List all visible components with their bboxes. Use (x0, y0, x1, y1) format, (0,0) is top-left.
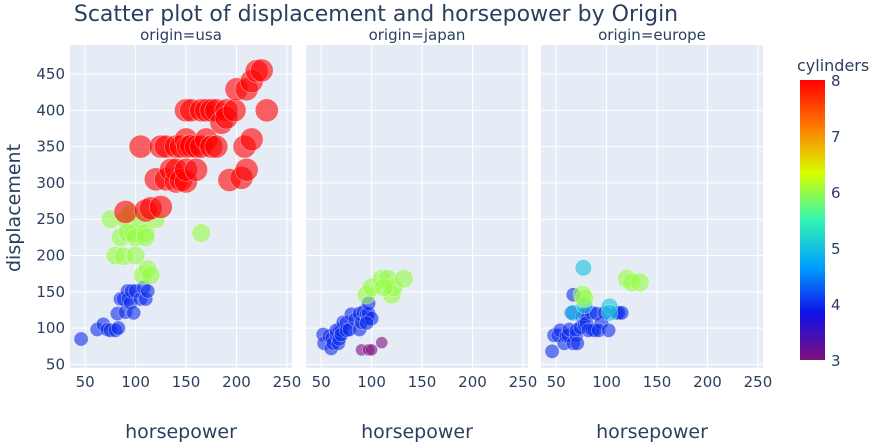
x-tick-label: 250 (273, 373, 302, 391)
scatter-point[interactable] (222, 98, 247, 123)
scatter-point[interactable] (191, 223, 211, 243)
y-tick-label: 150 (36, 283, 65, 301)
scatter-point[interactable] (73, 331, 89, 347)
x-axis-title: horsepower (596, 421, 708, 443)
x-tick-label: 50 (76, 373, 95, 391)
scatter-point[interactable] (111, 320, 126, 336)
colorbar: cylinders 3 4 5 6 7 8 (797, 56, 869, 370)
scatter-point[interactable] (136, 227, 156, 247)
y-tick-label: 450 (36, 65, 65, 83)
scatter-point[interactable] (365, 343, 378, 357)
y-axis-title: displacement (3, 144, 25, 272)
facet-panel: 50 100 150 200 250 50 100 150 200 250 300 350 400 450… (36, 26, 301, 443)
x-tick-label: 100 (121, 373, 150, 391)
colorbar-tick-label: 8 (831, 72, 841, 90)
scatter-point[interactable] (574, 259, 592, 277)
y-tick-label: 300 (36, 174, 65, 192)
scatter-point[interactable] (375, 336, 389, 349)
scatter-point[interactable] (601, 304, 619, 322)
y-tick-label: 50 (46, 355, 65, 373)
x-tick-label: 100 (592, 373, 621, 391)
x-tick-label: 150 (408, 373, 437, 391)
scatter-point[interactable] (140, 283, 156, 299)
facet-label: origin=usa (140, 26, 222, 44)
scatter-point[interactable] (149, 195, 173, 219)
scatter-point[interactable] (374, 277, 394, 298)
colorbar-title: cylinders (797, 56, 869, 75)
x-axis-title: horsepower (125, 421, 237, 443)
scatter-point[interactable] (204, 134, 229, 159)
scatter-point[interactable] (113, 200, 138, 224)
y-tick-label: 100 (36, 319, 65, 337)
x-tick-label: 200 (458, 373, 487, 391)
colorbar-gradient (800, 80, 825, 360)
x-tick-label: 150 (643, 373, 672, 391)
scatter-point[interactable] (126, 245, 146, 266)
x-tick-label: 200 (693, 373, 722, 391)
chart-title: Scatter plot of displacement and horsepo… (74, 2, 678, 27)
plot-area (306, 45, 528, 368)
x-tick-label: 250 (509, 373, 538, 391)
scatter-point[interactable] (234, 158, 259, 182)
facet-label: origin=europe (598, 26, 706, 44)
colorbar-tick-label: 4 (831, 296, 841, 314)
scatter-points (73, 58, 279, 347)
scatter-point[interactable] (359, 315, 374, 331)
x-tick-label: 150 (172, 373, 201, 391)
colorbar-tick-label: 7 (831, 128, 841, 146)
scatter-point[interactable] (184, 158, 208, 182)
scatter-point[interactable] (249, 58, 274, 83)
scatter-point[interactable] (239, 127, 264, 152)
scatter-point[interactable] (394, 269, 414, 289)
x-tick-label: 50 (312, 373, 331, 391)
scatter-point[interactable] (601, 322, 616, 338)
plot-area (70, 45, 292, 368)
x-tick-label: 200 (222, 373, 251, 391)
x-tick-label: 50 (547, 373, 566, 391)
colorbar-tick-label: 3 (831, 352, 841, 370)
scatter-point[interactable] (630, 272, 650, 293)
scatter-point[interactable] (141, 265, 161, 285)
facet-label: origin=japan (369, 26, 466, 44)
scatter-points (315, 269, 414, 357)
y-tick-label: 250 (36, 210, 65, 228)
facet-panel: 50 100 150 200 250 origin=japan horsepower (306, 26, 537, 443)
facet-panels: 50 100 150 200 250 50 100 150 200 250 300 350 400 450… (36, 26, 772, 443)
facet-panel: 50 100 150 200 250 origin=europe horsepower (541, 26, 772, 443)
x-tick-label: 100 (357, 373, 386, 391)
scatter-point[interactable] (544, 343, 560, 359)
scatter-point[interactable] (128, 134, 153, 159)
colorbar-tick-label: 5 (831, 240, 841, 258)
scatter-point[interactable] (569, 335, 585, 351)
scatter-point[interactable] (574, 288, 595, 308)
y-tick-label: 400 (36, 101, 65, 119)
y-tick-label: 200 (36, 246, 65, 264)
x-axis-title: horsepower (361, 421, 473, 443)
x-tick-label: 250 (744, 373, 773, 391)
scatter-points (544, 259, 650, 359)
scatter-point[interactable] (126, 305, 142, 321)
colorbar-tick-label: 6 (831, 184, 841, 202)
y-tick-label: 350 (36, 138, 65, 156)
scatter-point[interactable] (254, 98, 279, 123)
